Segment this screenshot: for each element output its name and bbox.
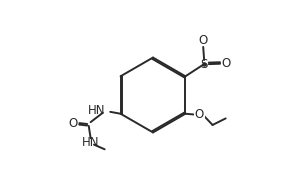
Text: O: O (222, 57, 231, 70)
Text: HN: HN (88, 104, 106, 117)
Text: HN: HN (82, 136, 99, 149)
Text: S: S (200, 58, 208, 71)
Text: O: O (195, 108, 204, 121)
Text: O: O (69, 117, 78, 130)
Text: O: O (198, 34, 208, 47)
